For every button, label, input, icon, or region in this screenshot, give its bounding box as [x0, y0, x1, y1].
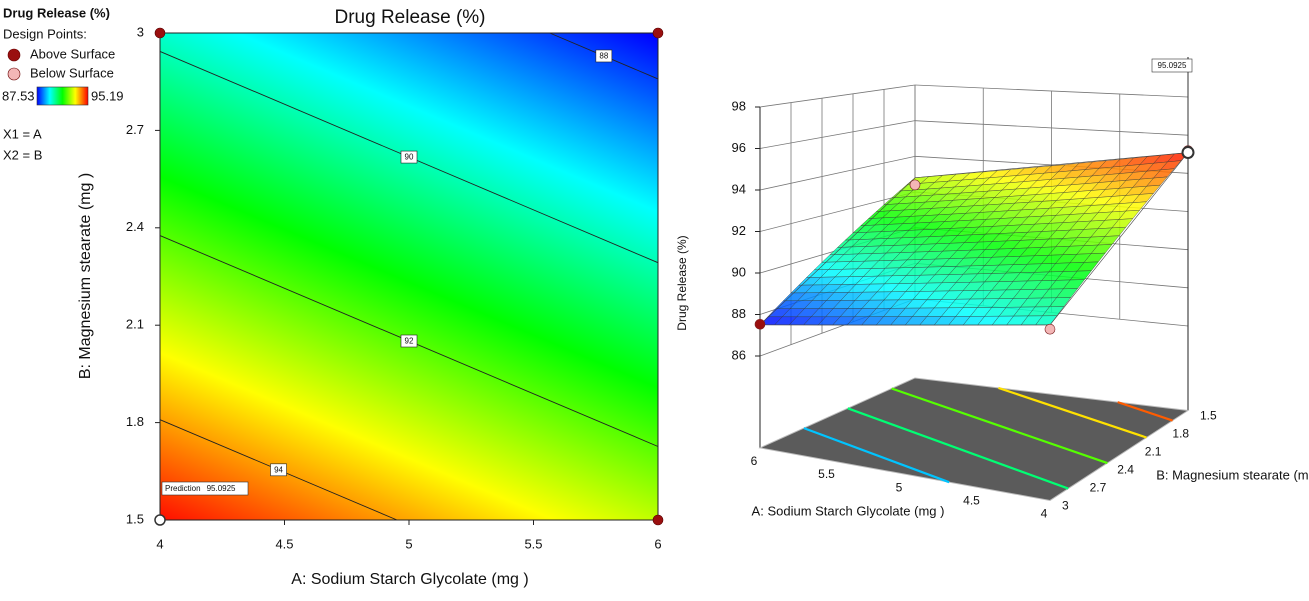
y-tick-label: 2.1 — [126, 317, 144, 332]
x-tick-label: 5.5 — [818, 467, 835, 481]
prediction-value: 95.0925 — [1158, 61, 1187, 70]
contour-label-box — [400, 150, 418, 164]
z-tick-label: 88 — [732, 306, 746, 321]
y-tick-label: 1.8 — [126, 414, 144, 429]
z-axis-label: Drug Release (%) — [675, 235, 689, 330]
floor-contour — [891, 387, 1108, 465]
x-tick-label: 5.5 — [524, 536, 542, 551]
prediction-name: Prediction — [165, 484, 201, 493]
prediction-label: Prediction 95.0925 — [165, 484, 236, 493]
y-tick-label: 2.7 — [126, 122, 144, 137]
wall-grid-line — [759, 120, 916, 149]
z-tick-label: 92 — [732, 223, 746, 238]
z-tick-label: 96 — [732, 140, 746, 155]
prediction-point — [1181, 145, 1195, 159]
contour-label-box — [595, 49, 613, 63]
y-axis-label: B: Magnesium stearate (mg ) — [77, 173, 94, 379]
legend-marker — [7, 67, 21, 81]
x-tick-label: 4 — [1041, 507, 1048, 521]
prediction-box — [161, 481, 249, 496]
legend-label: Below Surface — [30, 65, 114, 80]
design-point — [652, 514, 664, 526]
wall-grid-line — [759, 155, 916, 191]
y-tick-label: 1.5 — [1200, 409, 1217, 423]
x-tick-label: 6 — [751, 454, 758, 468]
design-point — [652, 27, 664, 39]
design-point — [154, 27, 166, 39]
x-tick-label: 5 — [896, 480, 903, 494]
y-tick-label: 1.8 — [1172, 427, 1189, 441]
colorbar-min: 87.53 — [2, 88, 35, 103]
design-point — [1044, 323, 1056, 335]
z-tick-label: 98 — [732, 98, 746, 113]
chart-title: Drug Release (%) — [335, 7, 486, 28]
y-tick-label: 2.7 — [1090, 481, 1107, 495]
prediction-box — [1151, 58, 1193, 73]
colorbar-max: 95.19 — [91, 88, 124, 103]
x-axis-label: A: Sodium Starch Glycolate (mg ) — [291, 571, 528, 588]
legend-label: Above Surface — [30, 46, 115, 61]
contour-label: 90 — [405, 153, 414, 162]
x-axis-label: A: Sodium Starch Glycolate (mg ) — [752, 503, 945, 518]
x-tick-label: 4.5 — [963, 493, 980, 507]
floor-contour — [1117, 401, 1173, 422]
z-tick-label: 86 — [732, 347, 746, 362]
z-tick-label: 90 — [732, 264, 746, 279]
factor-label: X1 = A — [3, 126, 42, 141]
y-tick-label: 3 — [137, 24, 144, 39]
y-tick-label: 2.1 — [1145, 445, 1162, 459]
y-tick-label: 3 — [1062, 499, 1069, 513]
prediction-value: 95.0925 — [207, 484, 236, 493]
design-point — [754, 318, 766, 330]
prediction-point — [154, 514, 166, 526]
factor-label: X2 = B — [3, 147, 42, 162]
y-tick-label: 1.5 — [126, 511, 144, 526]
legend-title: Drug Release (%) — [3, 5, 110, 20]
y-tick-label: 2.4 — [1117, 463, 1134, 477]
legend-subtitle: Design Points: — [3, 26, 87, 41]
y-tick-label: 2.4 — [126, 219, 144, 234]
design-point — [909, 179, 921, 191]
wall-grid-line — [759, 84, 916, 108]
x-tick-label: 4 — [156, 536, 163, 551]
legend-marker — [7, 48, 21, 62]
contour-label: 92 — [405, 337, 414, 346]
contour-label-box — [400, 334, 418, 348]
contour-label-box — [270, 463, 287, 477]
floor-contour — [803, 427, 950, 484]
x-tick-label: 5 — [405, 536, 412, 551]
floor — [758, 377, 1190, 501]
x-tick-label: 4.5 — [275, 536, 293, 551]
wall-grid-line — [759, 191, 916, 232]
contour-label: 88 — [599, 52, 608, 61]
z-tick-label: 94 — [732, 181, 746, 196]
x-tick-label: 6 — [654, 536, 661, 551]
contour-label: 94 — [274, 465, 283, 474]
contour-fill — [160, 33, 658, 520]
y-axis-label: B: Magnesium stearate (mg ) — [1156, 467, 1309, 482]
colorbar — [36, 86, 89, 106]
floor-contour — [998, 386, 1147, 439]
floor-contour — [847, 407, 1069, 490]
